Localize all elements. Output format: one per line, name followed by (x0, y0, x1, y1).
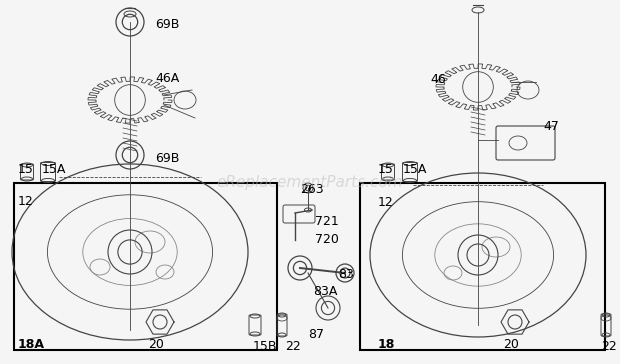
Text: 12: 12 (18, 195, 33, 208)
Text: 20: 20 (503, 338, 519, 351)
Bar (360, 183, 605, 350)
Text: 46: 46 (430, 73, 446, 86)
Text: 18: 18 (378, 338, 396, 351)
Text: 15A: 15A (403, 163, 427, 176)
Text: 263: 263 (300, 183, 324, 196)
Text: 20: 20 (148, 338, 164, 351)
Text: 15: 15 (18, 163, 34, 176)
Text: 15A: 15A (42, 163, 66, 176)
Text: 69B: 69B (155, 152, 179, 165)
Text: 15B: 15B (253, 340, 278, 353)
Text: 721: 721 (315, 215, 339, 228)
Text: 83A: 83A (313, 285, 337, 298)
Text: 87: 87 (308, 328, 324, 341)
Text: 22: 22 (285, 340, 301, 353)
Text: 83: 83 (338, 268, 354, 281)
Text: 720: 720 (315, 233, 339, 246)
Text: 12: 12 (378, 196, 394, 209)
Bar (14, 183, 277, 350)
Text: 18A: 18A (18, 338, 45, 351)
Text: 46A: 46A (155, 72, 179, 85)
Text: 15: 15 (378, 163, 394, 176)
Text: 22: 22 (601, 340, 617, 353)
Text: 69B: 69B (155, 18, 179, 31)
Text: 47: 47 (543, 120, 559, 133)
Text: eReplacementParts.com: eReplacementParts.com (216, 174, 404, 190)
